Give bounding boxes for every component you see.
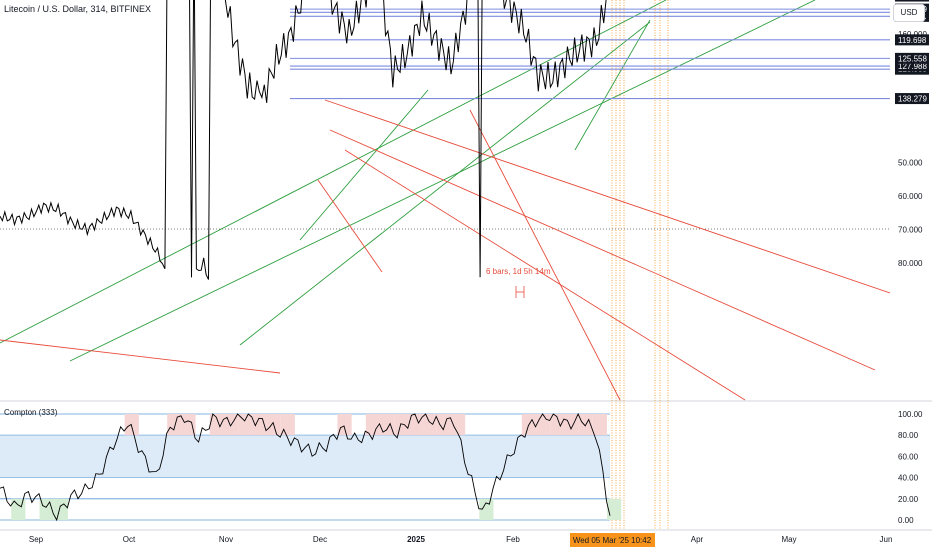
price-level-label-bg bbox=[895, 0, 929, 2]
y-tick-label: 60.000 bbox=[898, 192, 923, 201]
osc-overbought-shade bbox=[337, 414, 352, 436]
measure-annotation: 6 bars, 1d 5h 14m bbox=[486, 267, 551, 276]
osc-overbought-shade bbox=[436, 414, 451, 436]
osc-overbought-shade bbox=[209, 414, 224, 436]
osc-overbought-shade bbox=[394, 414, 409, 436]
price-level-label-bg bbox=[895, 52, 929, 64]
price-levels bbox=[290, 8, 890, 100]
osc-overbought-shade bbox=[550, 414, 565, 436]
x-tick-label: 2025 bbox=[407, 535, 425, 544]
osc-overbought-shade bbox=[422, 414, 437, 436]
osc-y-tick-label: 20.00 bbox=[898, 495, 919, 504]
x-tick-label: Nov bbox=[219, 535, 233, 544]
osc-overbought-shade bbox=[536, 414, 551, 436]
osc-overbought-shade bbox=[181, 414, 196, 436]
x-tick-label: May bbox=[781, 535, 796, 544]
symbol-title[interactable]: Litecoin / U.S. Dollar, 314, BITFINEX bbox=[4, 4, 152, 14]
x-tick-label: Feb bbox=[506, 535, 520, 544]
down-trend-line bbox=[317, 179, 383, 273]
x-tick-label: Dec bbox=[313, 535, 327, 544]
y-axis[interactable]: 160.000150.000140.00080.00070.00060.0005… bbox=[895, 0, 929, 525]
down-trend-line bbox=[324, 99, 891, 294]
up-trend-line bbox=[299, 89, 429, 241]
indicator-title[interactable]: Compton (333) bbox=[4, 408, 58, 417]
osc-band-fill bbox=[0, 435, 610, 478]
osc-y-tick-label: 100.00 bbox=[898, 410, 923, 419]
oscillator bbox=[0, 412, 622, 522]
main-grid bbox=[0, 228, 932, 531]
y-tick-label: 80.000 bbox=[898, 259, 923, 268]
x-axis[interactable]: Sep Oct Nov Dec 2025 Feb Apr May Jun Wed 05 Mar '… bbox=[29, 533, 893, 547]
down-trend-line bbox=[329, 129, 876, 371]
down-trend-line bbox=[469, 109, 621, 401]
osc-y-tick-label: 40.00 bbox=[898, 474, 919, 483]
time-label-bg bbox=[570, 533, 655, 547]
up-trend-line bbox=[239, 21, 651, 346]
down-trend-line bbox=[0, 339, 281, 374]
trend-lines bbox=[0, 0, 891, 401]
down-trend-line bbox=[344, 149, 746, 401]
osc-oversold-shade bbox=[53, 498, 68, 520]
time-label: Wed 05 Mar '25 10:42 bbox=[573, 536, 652, 545]
up-trend-line bbox=[69, 0, 816, 362]
osc-oversold-shade bbox=[479, 498, 494, 520]
price-level-label-bg bbox=[895, 60, 929, 72]
price-level-label: 138.279 bbox=[898, 95, 927, 104]
price-level-label: 119.698 bbox=[898, 36, 927, 45]
osc-y-tick-label: 0.00 bbox=[898, 516, 914, 525]
osc-oversold-shade bbox=[607, 498, 622, 520]
osc-overbought-shade bbox=[592, 414, 607, 436]
osc-overbought-shade bbox=[365, 414, 381, 436]
price-level-label: 125.558 bbox=[898, 54, 927, 63]
osc-overbought-shade bbox=[564, 414, 579, 436]
price-level-label-bg bbox=[895, 93, 929, 105]
osc-y-tick-label: 60.00 bbox=[898, 452, 919, 461]
annotations: 6 bars, 1d 5h 14m bbox=[486, 267, 551, 298]
up-trend-line bbox=[0, 0, 667, 344]
y-tick-label: 50.000 bbox=[898, 158, 923, 167]
osc-overbought-shade bbox=[450, 414, 466, 436]
price-series bbox=[0, 0, 607, 280]
price-line bbox=[0, 0, 607, 280]
x-tick-label: Apr bbox=[691, 535, 704, 544]
time-markers bbox=[611, 0, 669, 530]
up-trend-line bbox=[574, 19, 651, 151]
osc-overbought-shade bbox=[167, 414, 182, 436]
osc-overbought-shade bbox=[238, 414, 253, 436]
oscillator-line bbox=[0, 412, 611, 522]
price-level-label: 127.988 bbox=[898, 62, 927, 71]
x-tick-label: Oct bbox=[123, 535, 136, 544]
osc-overbought-shade bbox=[380, 414, 395, 436]
osc-overbought-shade bbox=[124, 414, 139, 436]
osc-y-tick-label: 80.00 bbox=[898, 431, 919, 440]
y-tick-label: 70.000 bbox=[898, 226, 923, 235]
price-level-label: 105.834 bbox=[898, 0, 927, 1]
x-tick-label: Jun bbox=[880, 535, 893, 544]
currency-button[interactable]: USD bbox=[893, 4, 925, 22]
price-level-label-bg bbox=[895, 34, 929, 46]
osc-overbought-shade bbox=[408, 414, 423, 436]
x-tick-label: Sep bbox=[29, 535, 44, 544]
